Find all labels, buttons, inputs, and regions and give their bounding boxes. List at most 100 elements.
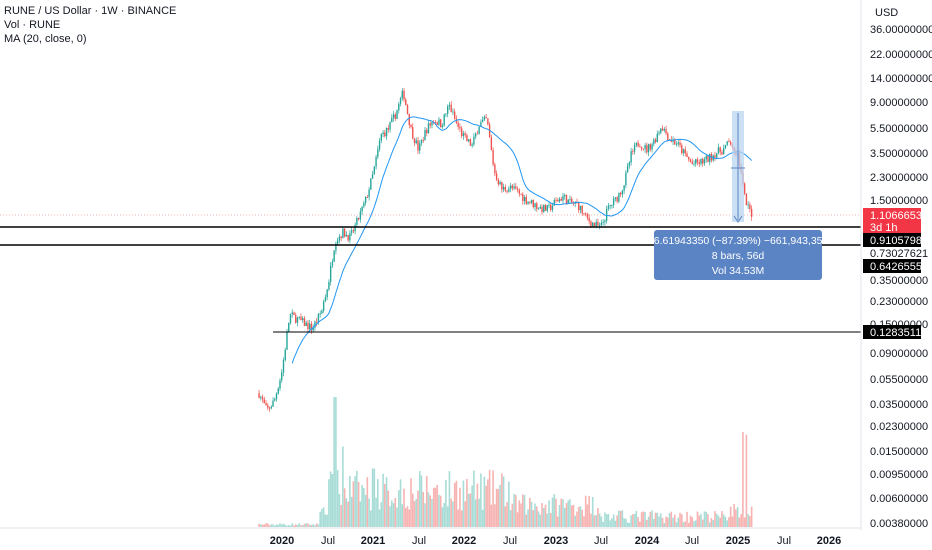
x-tick: 2020 xyxy=(270,535,294,547)
candle-body xyxy=(661,128,664,131)
y-axis[interactable]: USD 36.00000000 22.00000000 14.00000000 … xyxy=(860,0,932,530)
candle-body xyxy=(581,205,583,214)
volume-bar xyxy=(686,511,688,527)
candle-body xyxy=(693,163,695,165)
candle-body xyxy=(534,203,536,208)
volume-bar xyxy=(553,494,556,527)
candle-body xyxy=(464,133,466,136)
volume-bar xyxy=(368,498,370,527)
volume-bar xyxy=(439,495,442,527)
volume-bar xyxy=(609,520,611,527)
volume-bar xyxy=(259,524,262,527)
volume-bar xyxy=(453,482,456,527)
volume-bar xyxy=(640,512,643,527)
volume-bar xyxy=(581,509,583,527)
volume-bar xyxy=(480,473,482,527)
volume-bar xyxy=(485,485,487,527)
candle-body xyxy=(295,314,297,323)
volume-indicator-label[interactable]: Vol · RUNE xyxy=(4,19,61,31)
candle-body xyxy=(691,161,693,164)
volume-bar xyxy=(462,480,465,527)
candle-body xyxy=(681,145,683,154)
candle-body xyxy=(326,289,328,298)
volume-bar xyxy=(623,518,625,527)
candle-body xyxy=(714,155,716,158)
candle-body xyxy=(427,123,430,134)
candle-body xyxy=(707,155,709,162)
candle-body xyxy=(511,185,514,189)
candle-body xyxy=(501,182,503,190)
volume-bar xyxy=(464,501,466,527)
candle-body xyxy=(695,159,697,164)
volume-bar xyxy=(728,517,730,527)
volume-bar xyxy=(656,512,659,527)
volume-bar xyxy=(391,500,393,527)
y-tick: 0.00600000 xyxy=(870,493,928,505)
volume-bar xyxy=(534,503,536,527)
candle-body xyxy=(399,98,402,104)
volume-bar xyxy=(738,517,741,527)
volume-bar xyxy=(411,493,414,527)
candle-body xyxy=(361,206,363,212)
measure-tool[interactable] xyxy=(731,111,745,223)
volume-bar xyxy=(473,470,475,527)
candle-body xyxy=(487,118,489,125)
volume-bar xyxy=(404,508,407,527)
volume-bar xyxy=(265,523,267,527)
volume-bar xyxy=(436,485,439,527)
candle-body xyxy=(682,149,685,154)
candle-body xyxy=(564,194,566,197)
candle-body xyxy=(335,243,337,251)
candle-body xyxy=(436,122,438,125)
candle-body xyxy=(618,192,620,202)
volume-bar xyxy=(604,512,606,527)
candle-body xyxy=(392,114,395,118)
ma-indicator-label[interactable]: MA (20, close, 0) xyxy=(4,33,87,45)
y-tick: 0.01500000 xyxy=(870,446,928,458)
candle-body xyxy=(598,224,601,226)
volume-bar xyxy=(508,481,510,527)
candle-body xyxy=(640,147,643,149)
candle-body xyxy=(303,318,306,326)
candle-body xyxy=(522,194,524,202)
measure-info-box: −6.61943350 (−87.39%) −661,943,350 8 bar… xyxy=(648,230,829,280)
candle-body xyxy=(637,142,639,147)
volume-bar xyxy=(576,511,578,527)
volume-bar xyxy=(529,497,531,527)
candle-body xyxy=(543,204,545,212)
volume-bar xyxy=(570,505,573,527)
candle-body xyxy=(267,405,269,408)
candle-body xyxy=(434,122,437,124)
candle-body xyxy=(625,172,627,186)
candle-body xyxy=(532,199,534,208)
volume-bar xyxy=(343,488,346,527)
measure-arrow-icon xyxy=(733,215,743,223)
price-tags: 1.10666532 3d 1h 0.91057986 0.64265550 0… xyxy=(863,208,928,339)
candle-body xyxy=(494,164,496,174)
candle-body xyxy=(605,208,608,221)
candle-body xyxy=(630,151,632,163)
candle-body xyxy=(675,144,678,146)
volume-bar xyxy=(418,471,421,527)
volume-bar xyxy=(356,470,358,527)
volume-bar xyxy=(338,494,341,527)
volume-bar xyxy=(277,524,280,527)
price-tag-064 xyxy=(863,259,921,273)
volume-bar xyxy=(586,504,589,527)
volume-bar xyxy=(646,519,648,527)
volume-bar xyxy=(749,516,751,527)
x-axis[interactable]: 2020 Jul 2021 Jul 2022 Jul 2023 Jul 2024… xyxy=(0,527,861,547)
candle-body xyxy=(745,193,748,206)
volume-bar xyxy=(705,511,708,527)
volume-bar xyxy=(600,516,603,527)
symbol-title[interactable]: RUNE / US Dollar · 1W · BINANCE xyxy=(4,5,177,17)
candle-body xyxy=(626,165,629,173)
volume-bar xyxy=(611,518,613,527)
volume-bar xyxy=(504,506,507,527)
candle-body xyxy=(558,198,561,202)
volume-bar xyxy=(415,498,418,527)
candle-body xyxy=(340,236,342,239)
candle-body xyxy=(293,312,295,315)
volume-bar xyxy=(296,524,299,527)
